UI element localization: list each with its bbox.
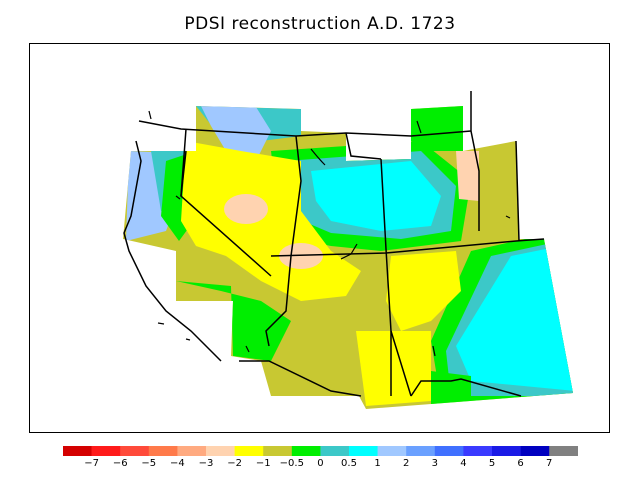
- colorbar-tick-label: 1: [374, 458, 381, 469]
- coastline-west: [123, 140, 222, 362]
- field-yellow-se: [386, 251, 461, 331]
- state-borders: [123, 91, 545, 397]
- lake-2: [310, 148, 326, 166]
- lake-5: [432, 345, 436, 357]
- colorbar-swatch: [492, 446, 521, 456]
- colorbar-tick-label: 5: [488, 458, 496, 469]
- colorbar-swatch: [377, 446, 407, 456]
- colorbar-swatch: [234, 446, 264, 456]
- border-utah-az: [265, 255, 292, 347]
- colorbar-tick-label: 3: [431, 458, 438, 469]
- field-south-green: [176, 281, 291, 361]
- field-yellow-south: [356, 331, 431, 406]
- pdsi-map: [123, 91, 573, 409]
- pdsi-field: [123, 106, 573, 409]
- colorbar-tick-label: −6: [112, 458, 128, 469]
- border-montana: [345, 132, 382, 160]
- island-3: [245, 345, 250, 353]
- colorbar-labels: −7 −6 −5 −4 −3 −2 −1 −0.5 0 0.5 1 2 3 4 5 6 7: [0, 458, 640, 472]
- colorbar-tick-label: −1: [255, 458, 271, 469]
- colorbar-swatch: [177, 446, 207, 456]
- colorbar-swatch: [206, 446, 235, 456]
- border-tx: [410, 378, 522, 397]
- colorbar-tick-label: −7: [84, 458, 99, 469]
- colorbar-tick-label: 0: [317, 458, 324, 469]
- colorbar-tick-label: 7: [546, 458, 553, 469]
- border-ne-vertical: [470, 91, 480, 231]
- field-central-cyan: [311, 161, 441, 231]
- colorbar-swatch: [520, 446, 550, 456]
- border-utah-north: [270, 238, 545, 257]
- colorbar-swatch: [463, 446, 493, 456]
- colorbar: [63, 446, 578, 456]
- field-peach-spot-1: [224, 194, 268, 224]
- map-title: PDSI reconstruction A.D. 1723: [184, 14, 456, 34]
- lake-1: [148, 110, 152, 120]
- border-mexico: [239, 360, 362, 397]
- border-or: [180, 150, 187, 197]
- field-east-cyan: [456, 246, 573, 391]
- colorbar-tick-label: −3: [198, 458, 214, 469]
- lake-3: [416, 120, 422, 134]
- border-idaho: [290, 135, 302, 257]
- colorbar-tick-label: 4: [460, 458, 467, 469]
- colorbar-swatch: [291, 446, 321, 456]
- colorbar-swatch: [406, 446, 436, 456]
- colorbar-tick-label: −5: [141, 458, 157, 469]
- lake-tahoe: [175, 195, 181, 200]
- island-1: [157, 322, 165, 325]
- colorbar-swatch: [549, 446, 578, 456]
- island-2: [185, 338, 191, 341]
- colorbar-swatch: [120, 446, 150, 456]
- field-ne-green: [411, 106, 463, 151]
- colorbar-swatch: [63, 446, 92, 456]
- colorbar-tick-label: −2: [227, 458, 242, 469]
- lake-4: [505, 215, 511, 219]
- great-salt-lake: [340, 243, 358, 260]
- border-canada: [138, 120, 472, 137]
- water-features: [148, 110, 511, 357]
- colorbar-tick-label: −0.5: [279, 458, 304, 469]
- colorbar-tick-label: 2: [403, 458, 410, 469]
- colorbar-tick-label: 0.5: [341, 458, 357, 469]
- field-ne-peach: [456, 151, 479, 201]
- border-sd-ne: [515, 140, 520, 242]
- colorbar-swatch: [91, 446, 121, 456]
- field-nw-lightblue: [201, 106, 271, 161]
- colorbar-swatch: [148, 446, 178, 456]
- colorbar-swatch: [349, 446, 378, 456]
- colorbar-swatch: [320, 446, 350, 456]
- map-panel: [29, 43, 610, 433]
- field-se-green: [431, 371, 471, 406]
- colorbar-swatch: [263, 446, 293, 456]
- colorbar-tick-label: 6: [517, 458, 524, 469]
- colorbar-swatch: [434, 446, 464, 456]
- colorbar-tick-label: −4: [170, 458, 185, 469]
- border-wy-co: [380, 158, 412, 397]
